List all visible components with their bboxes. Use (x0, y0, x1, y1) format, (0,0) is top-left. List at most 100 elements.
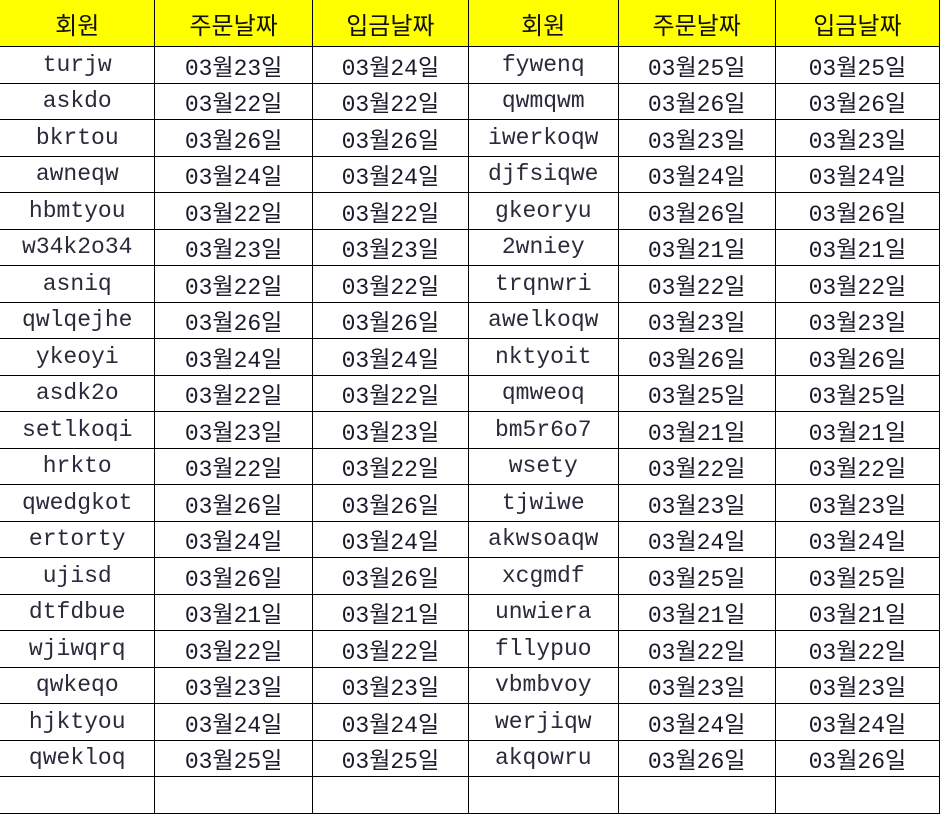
member-cell-2[interactable]: qwmqwm (468, 82, 619, 120)
member-cell-2[interactable]: fywenq (468, 46, 619, 84)
member-cell[interactable]: awneqw (0, 155, 156, 193)
payment-date-cell-2[interactable]: 03월26일 (774, 338, 941, 376)
member-cell-2[interactable]: unwiera (468, 593, 619, 631)
header-member[interactable]: 회원 (0, 0, 156, 47)
member-cell[interactable]: w34k2o34 (0, 228, 156, 266)
order-date-cell[interactable]: 03월23일 (154, 228, 313, 266)
payment-date-cell[interactable]: 03월22일 (311, 447, 470, 485)
order-date-cell[interactable]: 03월21일 (154, 593, 313, 631)
order-date-cell[interactable]: 03월24일 (154, 338, 313, 376)
member-cell-2[interactable]: wsety (468, 447, 619, 485)
payment-date-cell[interactable]: 03월22일 (311, 374, 470, 412)
member-cell[interactable]: bkrtou (0, 119, 156, 157)
member-cell[interactable]: askdo (0, 82, 156, 120)
member-cell-2[interactable]: qmweoq (468, 374, 619, 412)
payment-date-cell-2[interactable]: 03월23일 (774, 119, 941, 157)
order-date-cell-2[interactable]: 03월23일 (617, 666, 776, 704)
order-date-cell[interactable]: 03월22일 (154, 265, 313, 303)
order-date-cell-2[interactable]: 03월26일 (617, 338, 776, 376)
member-cell-2[interactable]: trqnwri (468, 265, 619, 303)
header-payment-date[interactable]: 입금날짜 (311, 0, 470, 47)
payment-date-cell[interactable]: 03월24일 (311, 703, 470, 741)
order-date-cell[interactable]: 03월26일 (154, 119, 313, 157)
payment-date-cell[interactable]: 03월25일 (311, 739, 470, 777)
member-cell-2[interactable]: tjwiwe (468, 484, 619, 522)
payment-date-cell-2[interactable]: 03월26일 (774, 82, 941, 120)
order-date-cell[interactable]: 03월24일 (154, 703, 313, 741)
payment-date-cell[interactable]: 03월22일 (311, 630, 470, 668)
header-payment-date-2[interactable]: 입금날짜 (774, 0, 941, 47)
member-cell-2[interactable]: akqowru (468, 739, 619, 777)
order-date-cell-2[interactable]: 03월21일 (617, 593, 776, 631)
payment-date-cell[interactable]: 03월24일 (311, 155, 470, 193)
order-date-cell-2[interactable]: 03월22일 (617, 265, 776, 303)
member-cell-2[interactable]: akwsoaqw (468, 520, 619, 558)
payment-date-cell-2[interactable]: 03월23일 (774, 484, 941, 522)
member-cell[interactable]: asdk2o (0, 374, 156, 412)
order-date-cell-2[interactable]: 03월22일 (617, 630, 776, 668)
payment-date-cell-2[interactable]: 03월23일 (774, 301, 941, 339)
member-cell[interactable]: ykeoyi (0, 338, 156, 376)
order-date-cell-2[interactable]: 03월21일 (617, 411, 776, 449)
member-cell[interactable]: qwekloq (0, 739, 156, 777)
order-date-cell[interactable]: 03월26일 (154, 484, 313, 522)
order-date-cell-2[interactable]: 03월24일 (617, 155, 776, 193)
payment-date-cell-2[interactable]: 03월23일 (774, 666, 941, 704)
header-order-date-2[interactable]: 주문날짜 (617, 0, 776, 47)
member-cell-2[interactable]: 2wniey (468, 228, 619, 266)
header-order-date[interactable]: 주문날짜 (154, 0, 313, 47)
member-cell[interactable]: qwlqejhe (0, 301, 156, 339)
member-cell[interactable]: setlkoqi (0, 411, 156, 449)
order-date-cell-2[interactable]: 03월23일 (617, 119, 776, 157)
payment-date-cell[interactable]: 03월26일 (311, 557, 470, 595)
order-date-cell[interactable]: 03월25일 (154, 739, 313, 777)
order-date-cell-2[interactable]: 03월25일 (617, 374, 776, 412)
payment-date-cell[interactable]: 03월24일 (311, 46, 470, 84)
order-date-cell-2[interactable]: 03월23일 (617, 301, 776, 339)
payment-date-cell-2[interactable]: 03월25일 (774, 557, 941, 595)
empty-cell[interactable] (774, 776, 941, 814)
member-cell[interactable]: qwkeqo (0, 666, 156, 704)
member-cell[interactable]: wjiwqrq (0, 630, 156, 668)
member-cell-2[interactable]: werjiqw (468, 703, 619, 741)
payment-date-cell[interactable]: 03월23일 (311, 666, 470, 704)
payment-date-cell-2[interactable]: 03월21일 (774, 593, 941, 631)
member-cell[interactable]: qwedgkot (0, 484, 156, 522)
empty-cell[interactable] (311, 776, 470, 814)
order-date-cell[interactable]: 03월22일 (154, 630, 313, 668)
member-cell-2[interactable]: gkeoryu (468, 192, 619, 230)
order-date-cell[interactable]: 03월22일 (154, 447, 313, 485)
order-date-cell-2[interactable]: 03월25일 (617, 557, 776, 595)
member-cell-2[interactable]: fllypuo (468, 630, 619, 668)
payment-date-cell-2[interactable]: 03월22일 (774, 447, 941, 485)
payment-date-cell[interactable]: 03월22일 (311, 82, 470, 120)
member-cell[interactable]: ujisd (0, 557, 156, 595)
order-date-cell[interactable]: 03월22일 (154, 82, 313, 120)
order-date-cell-2[interactable]: 03월26일 (617, 192, 776, 230)
payment-date-cell[interactable]: 03월26일 (311, 484, 470, 522)
member-cell-2[interactable]: iwerkoqw (468, 119, 619, 157)
member-cell[interactable]: hrkto (0, 447, 156, 485)
order-date-cell[interactable]: 03월24일 (154, 520, 313, 558)
empty-cell[interactable] (0, 776, 156, 814)
payment-date-cell-2[interactable]: 03월24일 (774, 703, 941, 741)
member-cell[interactable]: dtfdbue (0, 593, 156, 631)
payment-date-cell-2[interactable]: 03월22일 (774, 265, 941, 303)
payment-date-cell-2[interactable]: 03월24일 (774, 520, 941, 558)
order-date-cell-2[interactable]: 03월21일 (617, 228, 776, 266)
member-cell-2[interactable]: xcgmdf (468, 557, 619, 595)
member-cell-2[interactable]: nktyoit (468, 338, 619, 376)
empty-cell[interactable] (617, 776, 776, 814)
order-date-cell[interactable]: 03월23일 (154, 666, 313, 704)
payment-date-cell[interactable]: 03월23일 (311, 411, 470, 449)
member-cell-2[interactable]: vbmbvoy (468, 666, 619, 704)
order-date-cell[interactable]: 03월23일 (154, 46, 313, 84)
payment-date-cell[interactable]: 03월26일 (311, 301, 470, 339)
order-date-cell[interactable]: 03월23일 (154, 411, 313, 449)
empty-cell[interactable] (468, 776, 619, 814)
payment-date-cell-2[interactable]: 03월25일 (774, 46, 941, 84)
order-date-cell-2[interactable]: 03월25일 (617, 46, 776, 84)
order-date-cell-2[interactable]: 03월24일 (617, 703, 776, 741)
member-cell[interactable]: ertorty (0, 520, 156, 558)
member-cell[interactable]: turjw (0, 46, 156, 84)
